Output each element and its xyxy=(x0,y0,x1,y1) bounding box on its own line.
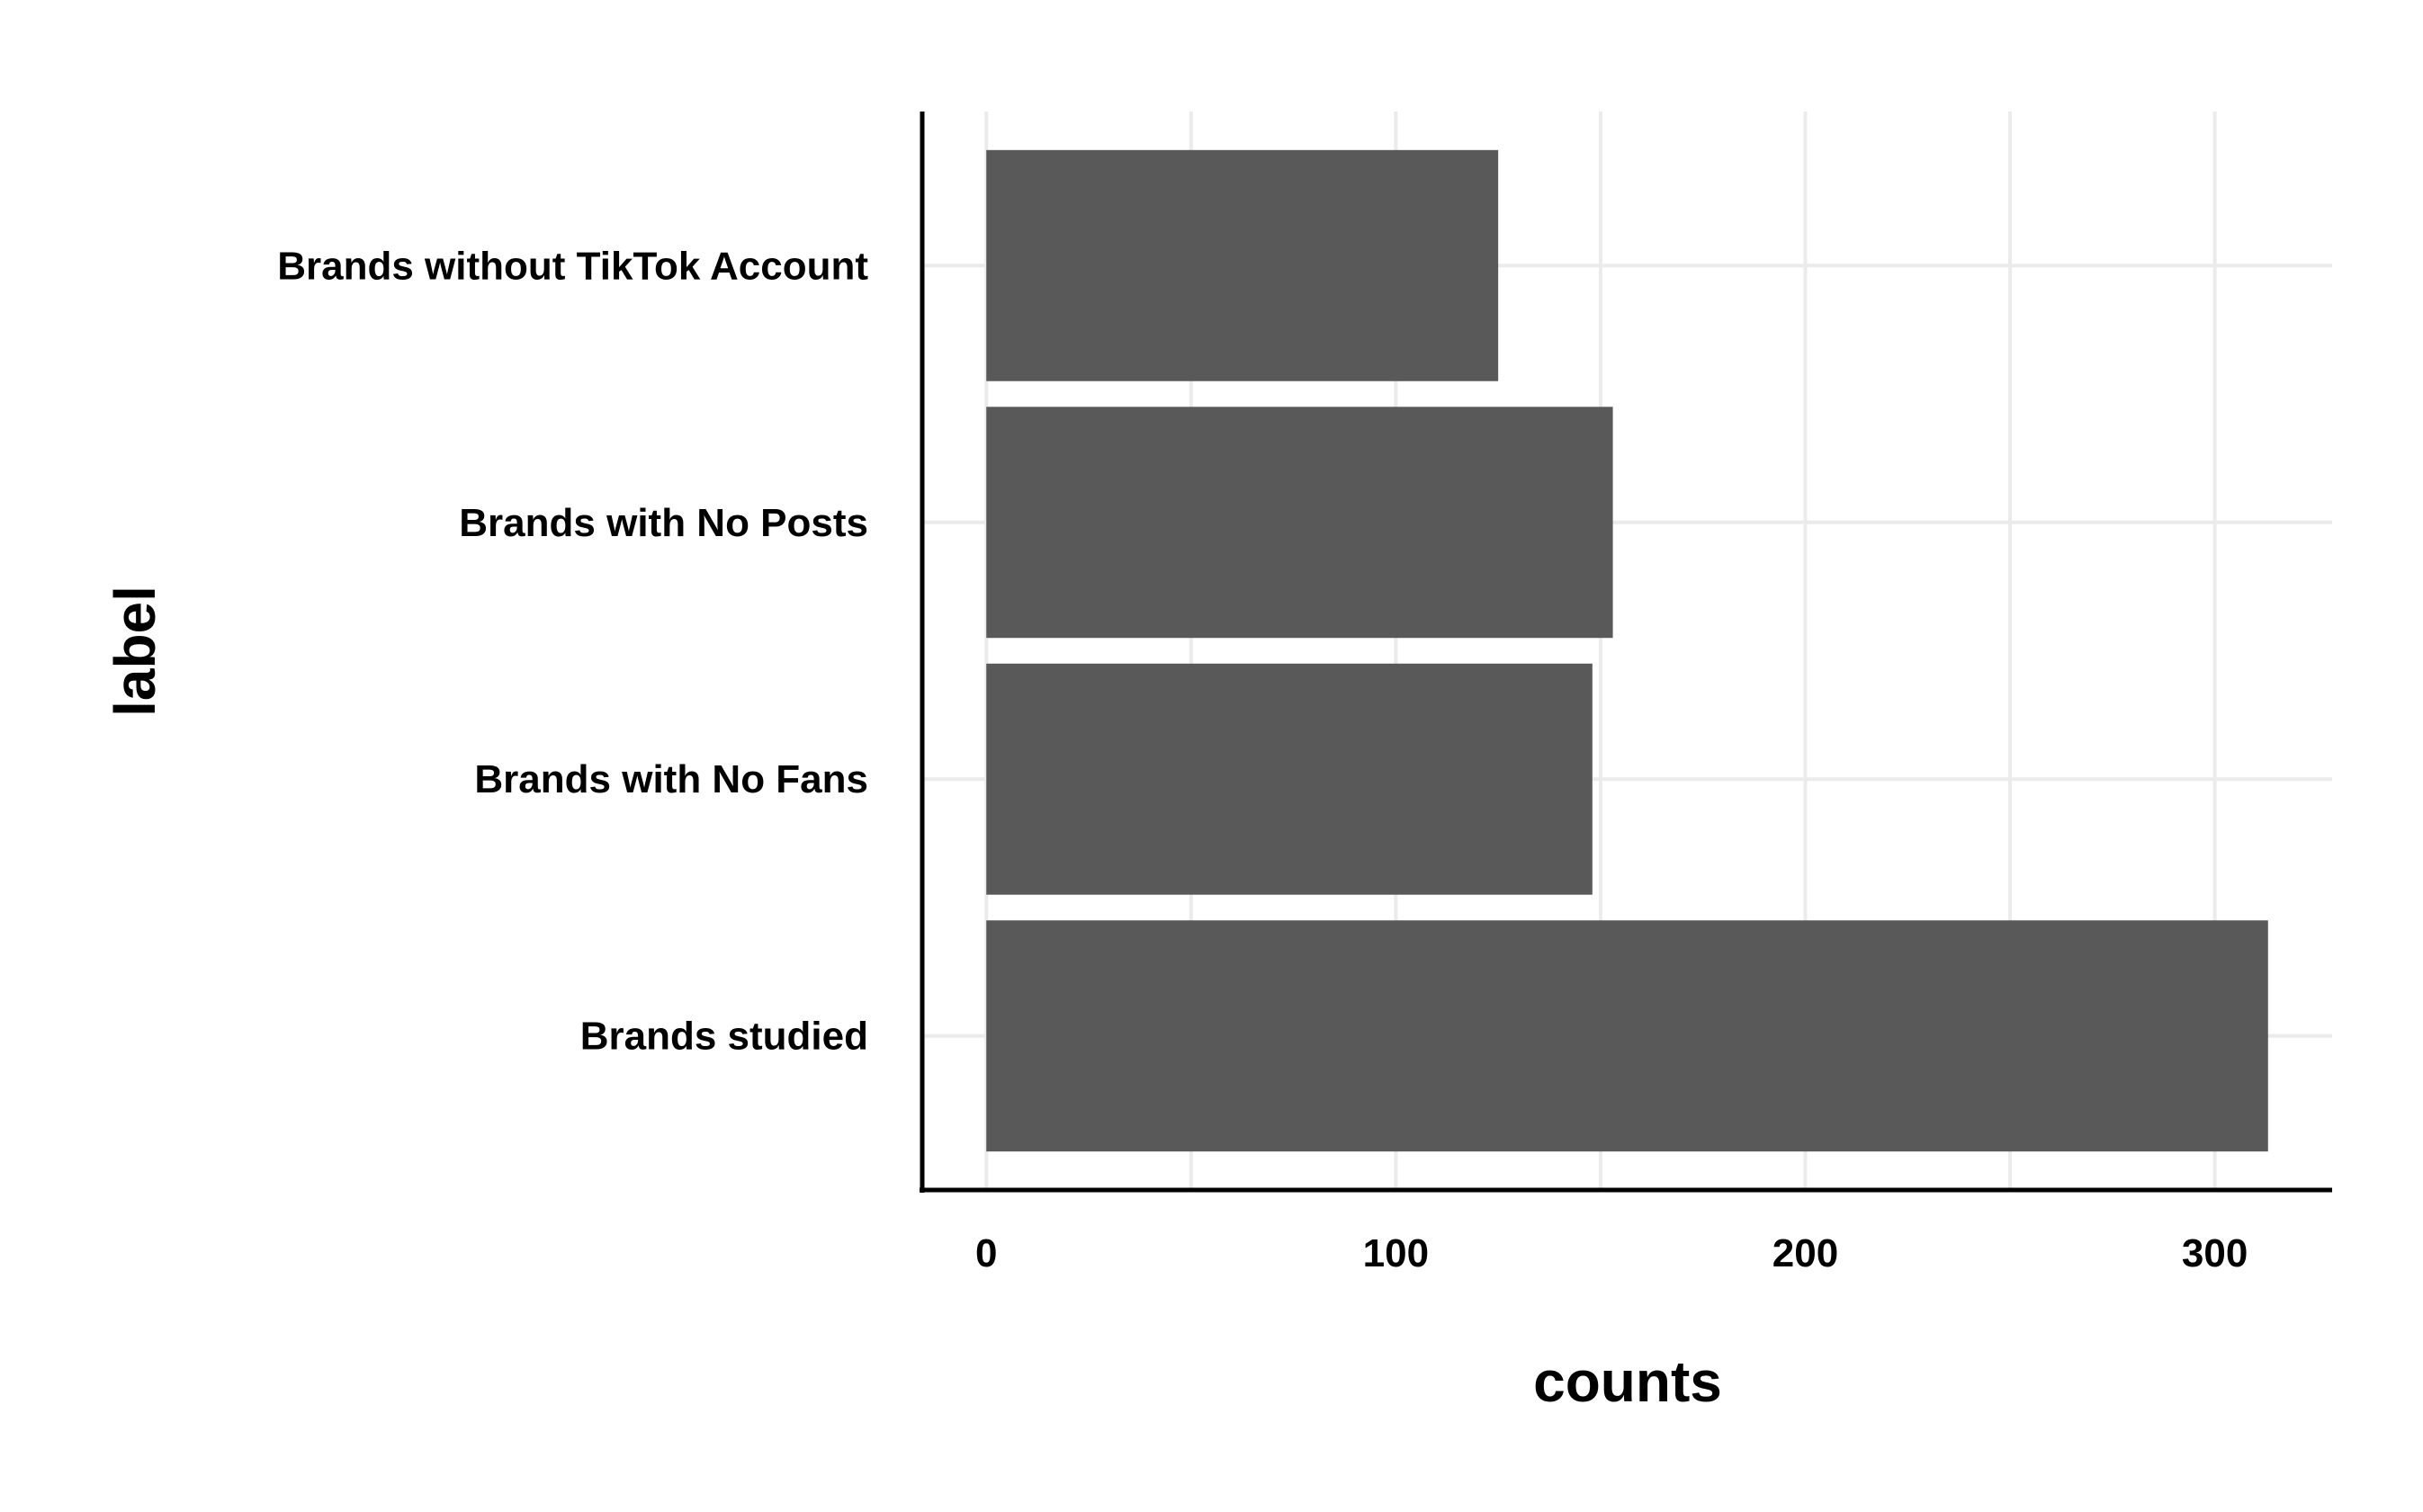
y-tick-label: Brands without TikTok Account xyxy=(277,244,868,288)
x-tick-label: 300 xyxy=(2182,1231,2248,1275)
bar xyxy=(986,149,1499,381)
y-tick-label: Brands studied xyxy=(580,1015,868,1059)
bar xyxy=(986,663,1593,895)
x-tick-label: 200 xyxy=(1772,1231,1838,1275)
x-tick-label: 100 xyxy=(1363,1231,1429,1275)
x-axis-title: counts xyxy=(1533,1349,1722,1414)
bars xyxy=(986,149,2268,1152)
y-tick-label: Brands with No Fans xyxy=(474,757,868,801)
axes xyxy=(920,112,2332,1193)
bar xyxy=(986,407,1613,639)
x-tick-label: 0 xyxy=(975,1231,997,1275)
y-axis-title: label xyxy=(103,586,167,717)
y-tick-label: Brands with No Posts xyxy=(459,501,868,545)
bar xyxy=(986,920,2268,1152)
axis-labels: Brands studied Brands with No Fans Brands … xyxy=(277,244,2248,1275)
